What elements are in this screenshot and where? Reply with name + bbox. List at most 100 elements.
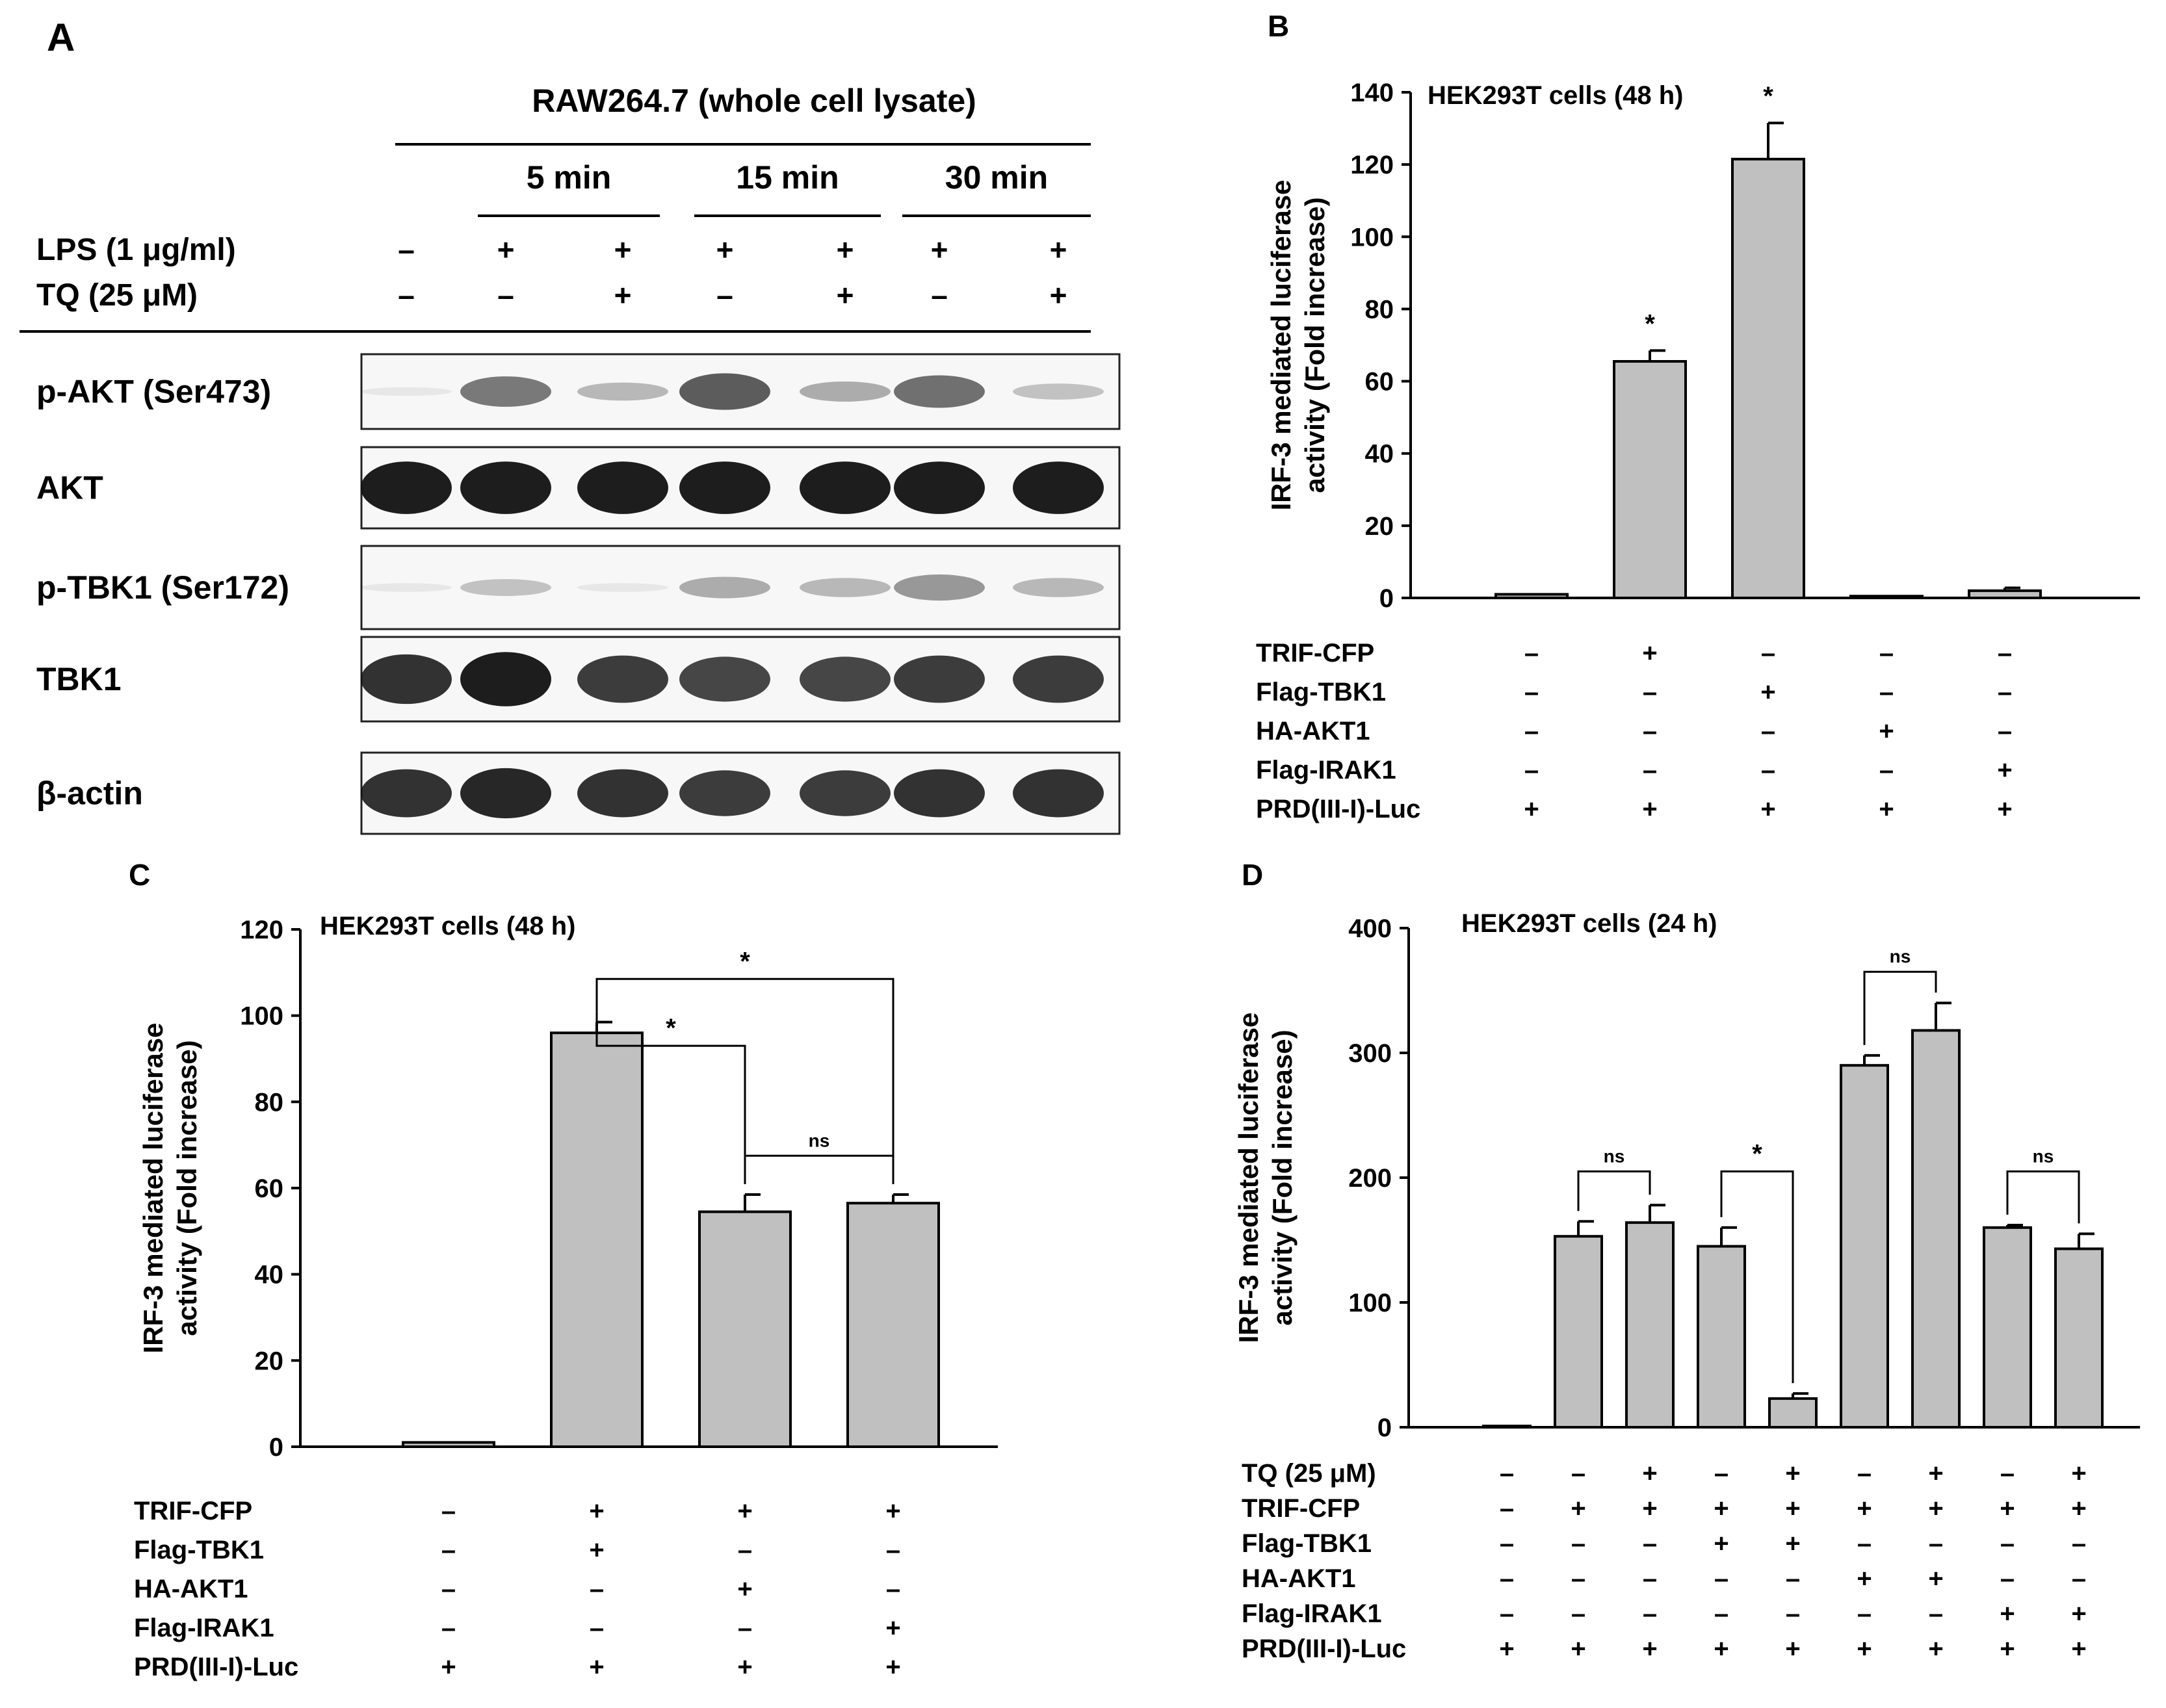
treatment-sign: + bbox=[2000, 1599, 2015, 1628]
treatment-label: LPS (1 μg/ml) bbox=[36, 233, 236, 267]
treatment-sign: + bbox=[1714, 1494, 1729, 1523]
western-blot-panel: RAW264.7 (whole cell lysate) 5 min 15 min 3… bbox=[20, 83, 1121, 835]
blot-band bbox=[361, 654, 452, 705]
treatment-sign: – bbox=[1761, 639, 1775, 667]
treatment-sign: + bbox=[1879, 717, 1894, 745]
treatment-sign: + bbox=[1928, 1494, 1943, 1523]
treatment-sign: + bbox=[2000, 1635, 2015, 1663]
y-tick-label: 80 bbox=[255, 1088, 284, 1117]
significance-bracket bbox=[595, 977, 894, 1184]
chart-panel-d: HEK293T cells (24 h) IRF-3 mediated lucif… bbox=[1233, 909, 2140, 1663]
treatment-sign: – bbox=[1500, 1494, 1514, 1523]
blot-band bbox=[800, 656, 891, 702]
treatment-sign: + bbox=[1714, 1529, 1729, 1558]
significance-bracket bbox=[595, 1011, 746, 1184]
treatment-sign: + bbox=[737, 1653, 752, 1681]
treatment-sign: + bbox=[2071, 1635, 2086, 1663]
blot-band bbox=[894, 769, 985, 818]
panel-label-b: B bbox=[1268, 9, 1289, 43]
blot-band bbox=[460, 578, 551, 597]
y-axis-label-line: IRF-3 mediated luciferase bbox=[138, 1023, 168, 1354]
treatment-sign: – bbox=[1786, 1564, 1800, 1593]
bracket-label: ns bbox=[1604, 1146, 1625, 1166]
bar bbox=[1731, 157, 1805, 600]
y-tick-label: 20 bbox=[1365, 512, 1394, 541]
treatment-sign: + bbox=[1857, 1494, 1872, 1523]
treatment-sign: – bbox=[441, 1575, 456, 1603]
treatment-sign: – bbox=[1524, 717, 1539, 745]
bracket-label: * bbox=[666, 1014, 676, 1042]
panel-label-c: C bbox=[129, 858, 150, 892]
treatment-label: PRD(III-I)-Luc bbox=[1256, 795, 1420, 823]
treatment-sign: – bbox=[2000, 1529, 2015, 1558]
treatment-sign: – bbox=[398, 233, 415, 266]
significance-star: * bbox=[1645, 309, 1655, 338]
bar bbox=[1625, 1221, 1675, 1429]
blot-band bbox=[679, 656, 770, 702]
bar bbox=[550, 1031, 644, 1448]
treatment-sign: – bbox=[1643, 1564, 1657, 1593]
blot-band bbox=[1013, 655, 1104, 703]
treatment-label: Flag-TBK1 bbox=[1256, 678, 1386, 706]
treatment-sign: – bbox=[1857, 1599, 1872, 1628]
treatment-sign: + bbox=[614, 233, 632, 266]
treatment-sign: + bbox=[1642, 1459, 1657, 1488]
treatment-sign: – bbox=[886, 1575, 900, 1603]
treatment-sign: + bbox=[1879, 795, 1894, 823]
treatment-sign: + bbox=[1050, 233, 1067, 266]
bar bbox=[2054, 1247, 2104, 1429]
y-tick-label: 120 bbox=[1350, 151, 1394, 179]
treatment-sign: – bbox=[1998, 639, 2012, 667]
treatment-sign: – bbox=[1571, 1459, 1585, 1488]
treatment-sign: – bbox=[1879, 756, 1894, 784]
treatment-sign: – bbox=[1857, 1529, 1872, 1558]
treatment-sign: – bbox=[886, 1536, 900, 1564]
blot-band bbox=[1013, 578, 1104, 597]
treatment-label: HA-AKT1 bbox=[134, 1575, 248, 1603]
treatment-sign: – bbox=[1643, 1599, 1657, 1628]
significance-bracket bbox=[1863, 970, 1937, 1045]
significance-bracket bbox=[1577, 1170, 1651, 1211]
treatment-sign: + bbox=[885, 1653, 900, 1681]
blot-band bbox=[894, 461, 985, 514]
time-group-label: 5 min bbox=[527, 159, 612, 196]
bar bbox=[1768, 1397, 1818, 1429]
y-axis-label: IRF-3 mediated luciferase activity (Fold … bbox=[1266, 180, 1330, 511]
bar bbox=[1613, 360, 1687, 599]
treatment-sign: + bbox=[1928, 1459, 1943, 1488]
treatment-sign: + bbox=[1499, 1635, 1514, 1663]
blot-row-label: p-TBK1 (Ser172) bbox=[36, 569, 289, 606]
bracket-label: * bbox=[1752, 1139, 1762, 1168]
treatment-sign: – bbox=[1714, 1599, 1729, 1628]
blot-band bbox=[800, 461, 891, 514]
time-group-label: 30 min bbox=[945, 159, 1048, 196]
treatment-sign: – bbox=[1500, 1529, 1514, 1558]
panel-label-d: D bbox=[1242, 858, 1263, 892]
bracket-label: ns bbox=[2033, 1146, 2054, 1166]
treatment-sign: – bbox=[590, 1575, 604, 1603]
bar bbox=[1494, 593, 1569, 600]
treatment-sign: – bbox=[1879, 678, 1894, 706]
y-tick-label: 60 bbox=[1365, 368, 1394, 396]
y-axis-label-line: IRF-3 mediated luciferase bbox=[1233, 1013, 1264, 1343]
treatment-label: PRD(III-I)-Luc bbox=[1242, 1635, 1406, 1663]
blot-row-label: AKT bbox=[36, 470, 103, 506]
bar bbox=[698, 1210, 792, 1448]
treatment-sign: + bbox=[1857, 1635, 1872, 1663]
y-axis-label-line: IRF-3 mediated luciferase bbox=[1266, 180, 1296, 511]
treatment-sign: – bbox=[1643, 678, 1657, 706]
treatment-sign: – bbox=[1500, 1599, 1514, 1628]
blot-band bbox=[460, 461, 551, 514]
treatment-sign: – bbox=[590, 1614, 604, 1642]
treatment-sign: + bbox=[737, 1575, 752, 1603]
y-tick-label: 40 bbox=[1365, 440, 1394, 469]
treatment-sign: – bbox=[1524, 639, 1539, 667]
treatment-sign: – bbox=[1998, 717, 2012, 745]
treatment-sign: + bbox=[885, 1497, 900, 1525]
treatment-sign: + bbox=[1571, 1635, 1585, 1663]
blot-band bbox=[1013, 461, 1104, 514]
blot-band bbox=[577, 461, 668, 514]
chart-title: HEK293T cells (24 h) bbox=[1461, 909, 1717, 938]
bar bbox=[846, 1202, 940, 1448]
